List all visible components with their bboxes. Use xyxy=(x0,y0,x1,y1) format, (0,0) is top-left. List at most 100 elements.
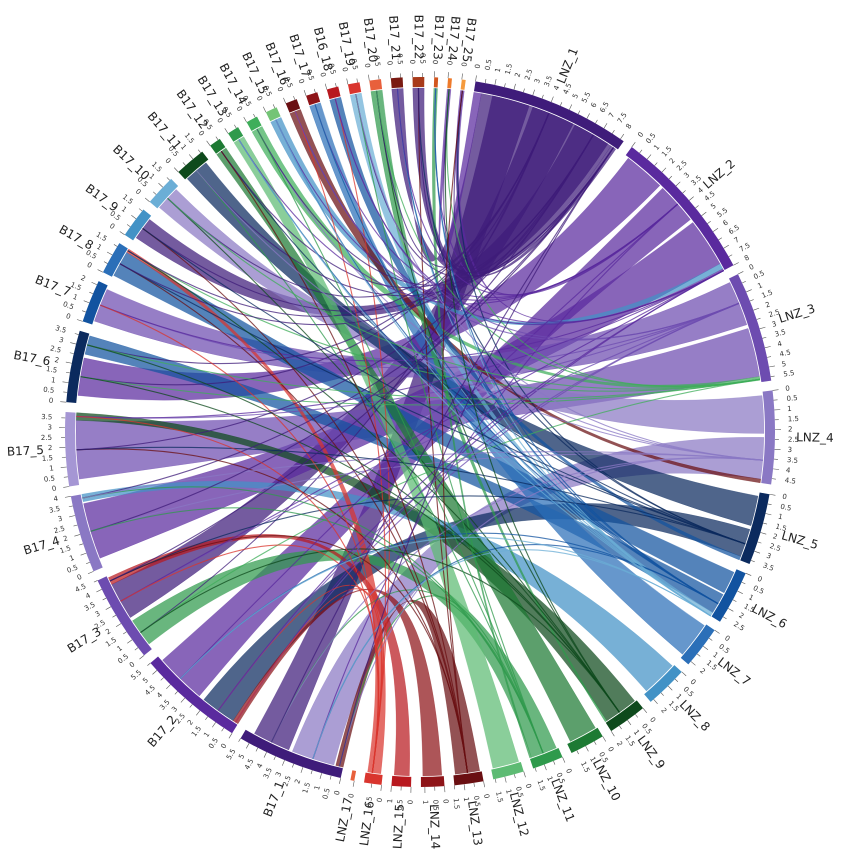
tick-mark xyxy=(263,106,267,113)
link-line xyxy=(167,197,761,390)
tick-mark xyxy=(642,707,648,714)
tick-label: 3.5 xyxy=(762,561,775,572)
segment-b17-16 xyxy=(285,99,301,113)
tick-label: 0.5 xyxy=(321,787,332,800)
tick-mark xyxy=(89,291,94,295)
link-line xyxy=(238,139,679,305)
tick-label: 5 xyxy=(709,202,717,211)
tick-mark xyxy=(80,552,87,556)
tick-mark xyxy=(85,562,90,565)
tick-mark xyxy=(610,730,615,737)
link-line xyxy=(142,228,746,545)
link-line xyxy=(217,302,740,711)
tick-mark xyxy=(742,281,746,284)
tick-mark xyxy=(577,110,581,115)
link-line xyxy=(338,595,544,767)
tick-label: 1.5 xyxy=(301,781,312,794)
tick-label: 0 xyxy=(482,793,491,799)
tick-label: 1.5 xyxy=(579,760,591,774)
segment-label-lnz-7: LNZ_7 xyxy=(715,655,753,689)
tick-label: 0.5 xyxy=(431,800,439,811)
tick-mark xyxy=(562,757,566,763)
tick-mark xyxy=(228,733,233,739)
tick-label: 0 xyxy=(76,573,83,582)
tick-label: 4.5 xyxy=(779,348,792,358)
tick-mark xyxy=(504,776,507,783)
tick-label: 1 xyxy=(95,243,103,252)
tick-mark xyxy=(245,743,250,749)
tick-label: 1.5 xyxy=(660,145,673,159)
segment-b17-9 xyxy=(124,209,152,241)
tick-mark xyxy=(60,466,67,468)
tick-label: 0.5 xyxy=(66,563,79,575)
tick-mark xyxy=(767,503,772,506)
tick-label: 1.5 xyxy=(69,281,82,293)
link-ribbon xyxy=(349,92,714,617)
tick-mark xyxy=(764,346,771,349)
segment-label-lnz-2: LNZ_2 xyxy=(700,157,738,192)
tick-label: 0.5 xyxy=(786,394,798,403)
segment-lnz-12 xyxy=(491,761,524,780)
tick-label: 3 xyxy=(57,515,63,524)
segment-label-b17-21: B17_21 xyxy=(386,15,403,61)
segment-b17-12 xyxy=(210,138,226,154)
tick-mark xyxy=(675,181,681,187)
tick-mark xyxy=(368,74,370,81)
segment-label-lnz-16: LNZ_16 xyxy=(357,800,377,847)
tick-mark xyxy=(115,623,122,628)
tick-mark xyxy=(62,381,69,383)
tick-label: 0.5 xyxy=(372,55,381,67)
tick-mark xyxy=(91,281,98,286)
tick-mark xyxy=(749,299,754,302)
tick-label: 8 xyxy=(624,122,633,130)
tick-mark xyxy=(523,88,525,93)
link-ribbon xyxy=(309,102,705,655)
tick-label: 2.5 xyxy=(523,68,534,81)
tick-label: 1 xyxy=(313,784,322,791)
tick-label: 1.5 xyxy=(504,63,514,76)
tick-mark xyxy=(769,493,776,496)
tick-mark xyxy=(238,738,241,742)
segment-lnz-7 xyxy=(680,624,715,665)
tick-label: 3 xyxy=(94,610,102,619)
link-line xyxy=(256,128,763,461)
tick-label: 0 xyxy=(782,493,788,502)
tick-label: 2 xyxy=(293,778,302,785)
tick-mark xyxy=(773,468,780,470)
tick-label: 1 xyxy=(504,788,513,794)
tick-label: 0 xyxy=(441,799,449,804)
tick-label: 0 xyxy=(86,261,94,270)
tick-label: 0 xyxy=(49,397,54,405)
segment-label-b17-7: B17_7 xyxy=(33,272,73,299)
tick-label: 1 xyxy=(747,593,755,602)
tick-mark xyxy=(76,319,83,322)
segment-label-b17-5: B17_5 xyxy=(7,443,45,459)
tick-label: 2 xyxy=(772,532,779,541)
tick-mark xyxy=(714,629,720,634)
tick-mark xyxy=(619,725,622,730)
link-line xyxy=(338,457,763,767)
tick-label: 2.5 xyxy=(41,434,52,442)
tick-mark xyxy=(79,543,84,546)
tick-label: 1 xyxy=(179,143,188,152)
tick-mark xyxy=(707,221,711,224)
tick-label: 0 xyxy=(474,63,483,69)
tick-mark xyxy=(273,756,276,761)
link-ribbon xyxy=(77,157,661,401)
tick-label: 1 xyxy=(757,281,764,290)
link-line xyxy=(334,98,724,324)
tick-label: 1.5 xyxy=(59,544,72,555)
tick-mark xyxy=(73,524,78,527)
tick-label: 0 xyxy=(297,78,306,85)
tick-mark xyxy=(756,317,761,320)
tick-mark xyxy=(106,251,113,256)
tick-mark xyxy=(112,614,117,618)
tick-mark xyxy=(174,691,178,695)
segment-b17-4 xyxy=(70,494,103,572)
link-line xyxy=(127,112,550,317)
link-line xyxy=(443,89,550,268)
segment-b17-11 xyxy=(178,151,209,180)
tick-mark xyxy=(544,764,547,771)
segment-label-lnz-9: LNZ_9 xyxy=(635,733,668,772)
segment-lnz-15 xyxy=(391,775,412,787)
